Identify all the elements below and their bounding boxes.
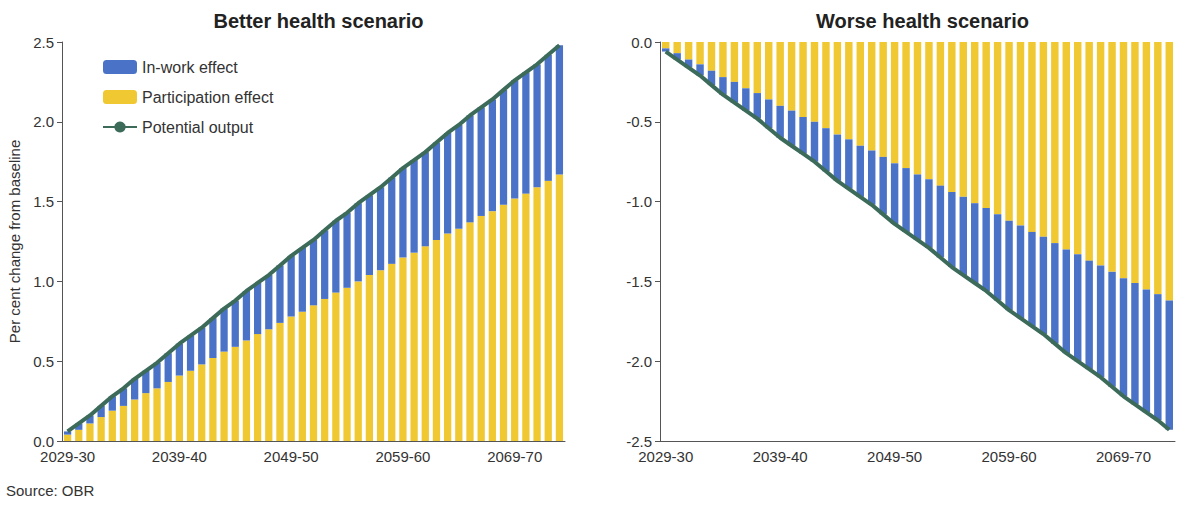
svg-text:Worse health scenario: Worse health scenario [816,10,1029,32]
svg-text:2069-70: 2069-70 [1096,448,1151,465]
svg-text:-1.5: -1.5 [626,273,652,290]
svg-text:2039-40: 2039-40 [152,448,207,465]
svg-text:2029-30: 2029-30 [638,448,693,465]
svg-text:2049-50: 2049-50 [867,448,922,465]
svg-text:-1.0: -1.0 [626,193,652,210]
svg-text:Participation effect: Participation effect [142,89,274,106]
svg-text:2029-30: 2029-30 [40,448,95,465]
svg-text:0.0: 0.0 [33,433,54,450]
svg-text:0.5: 0.5 [33,353,54,370]
svg-text:Potential output: Potential output [142,119,254,136]
svg-text:2059-60: 2059-60 [375,448,430,465]
svg-text:2059-60: 2059-60 [982,448,1037,465]
svg-text:Source: OBR: Source: OBR [6,482,95,499]
svg-text:Better health scenario: Better health scenario [213,10,423,32]
svg-text:1.0: 1.0 [33,273,54,290]
svg-text:2049-50: 2049-50 [264,448,319,465]
svg-text:-0.5: -0.5 [626,113,652,130]
svg-text:2039-40: 2039-40 [753,448,808,465]
svg-text:Per cent change from baseline: Per cent change from baseline [6,140,23,343]
svg-text:2069-70: 2069-70 [487,448,542,465]
svg-text:1.5: 1.5 [33,193,54,210]
svg-text:In-work effect: In-work effect [142,59,238,76]
svg-text:2.0: 2.0 [33,113,54,130]
svg-text:-2.5: -2.5 [626,433,652,450]
svg-text:-2.0: -2.0 [626,353,652,370]
svg-text:2.5: 2.5 [33,34,54,51]
svg-text:0.0: 0.0 [631,34,652,51]
